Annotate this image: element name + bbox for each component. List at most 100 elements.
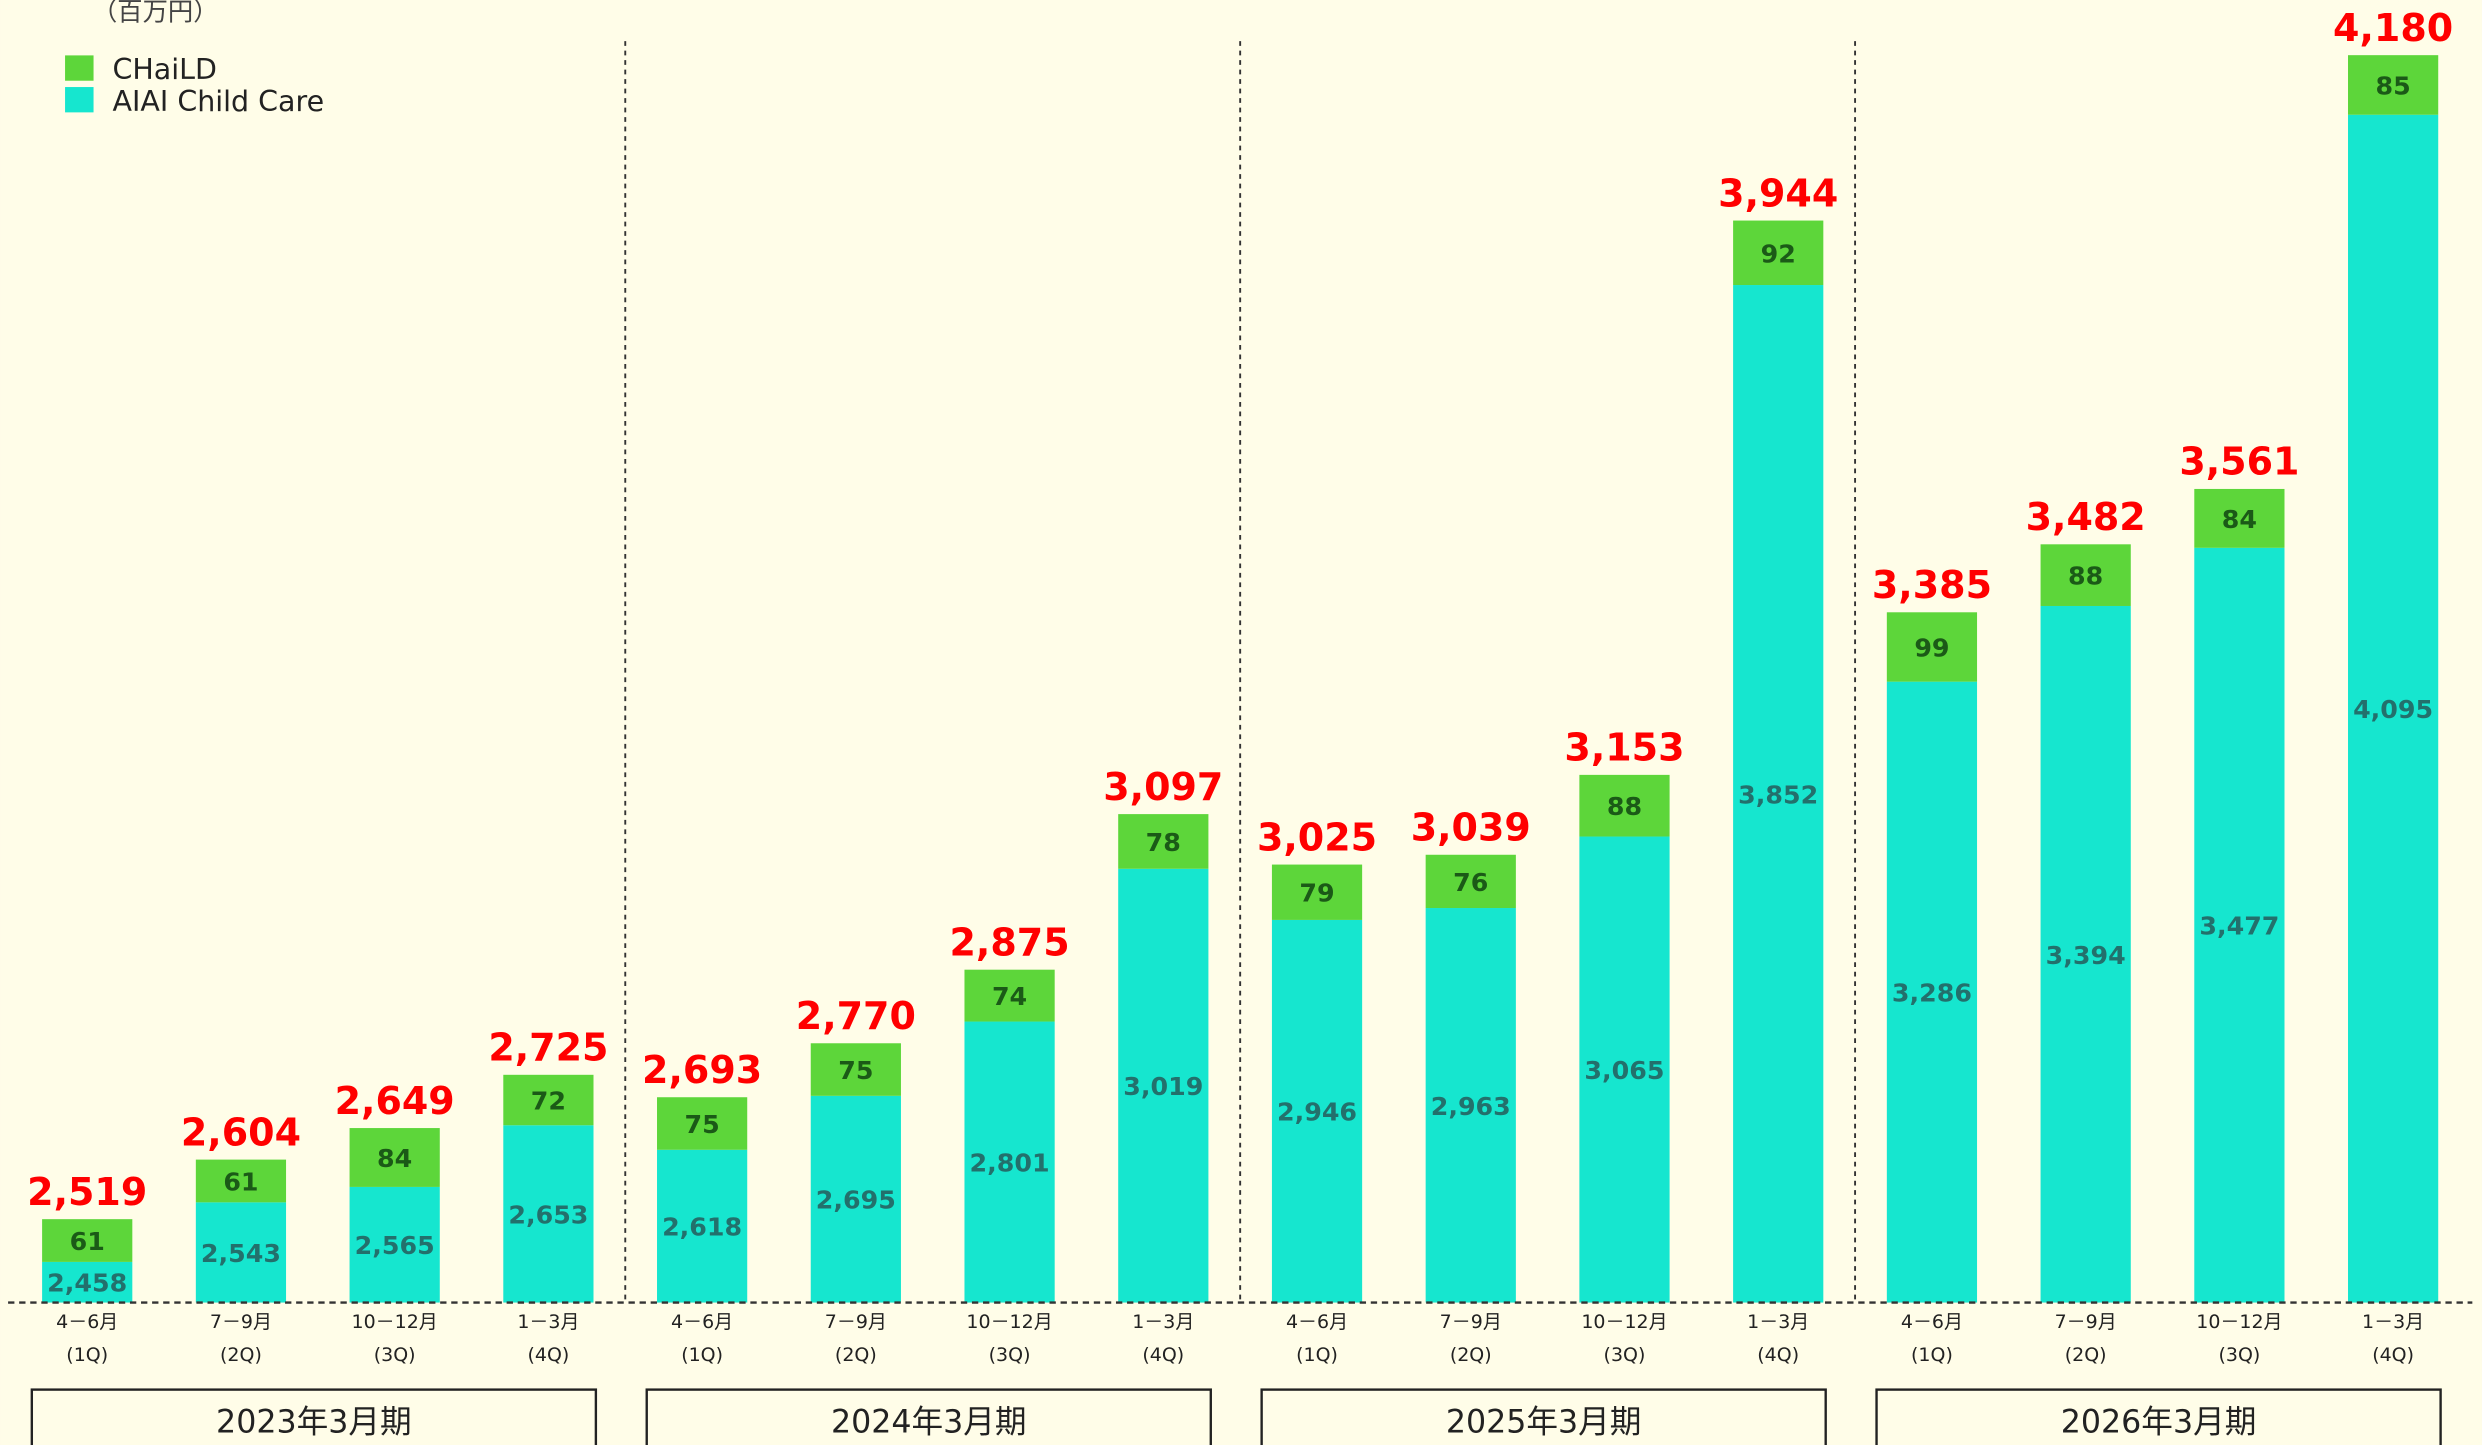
segment-label: 3,852 bbox=[1738, 779, 1818, 809]
bar-segment bbox=[1886, 612, 1978, 682]
bar-segment bbox=[1733, 220, 1824, 286]
unit-label: （百万円） bbox=[92, 0, 219, 27]
segment-label: 4,095 bbox=[2353, 694, 2433, 724]
bar-segment bbox=[657, 1149, 748, 1303]
segment-label: 92 bbox=[1761, 238, 1796, 268]
segment-label: 72 bbox=[531, 1086, 566, 1116]
bar-segment bbox=[810, 1095, 901, 1303]
x-tick-label: 7－9月(2Q) bbox=[1440, 1311, 1502, 1366]
segment-label: 61 bbox=[70, 1226, 105, 1256]
segment-label: 84 bbox=[2222, 504, 2257, 534]
bar-segment bbox=[195, 1159, 287, 1203]
legend-label: AIAI Child Care bbox=[113, 85, 325, 118]
group-label: 2025年3月期 bbox=[1446, 1404, 1642, 1440]
segment-label: 3,477 bbox=[2199, 911, 2279, 941]
legend-swatch bbox=[65, 87, 94, 113]
x-tick-label: 7－9月(2Q) bbox=[210, 1311, 272, 1366]
bar-segment bbox=[1425, 908, 1516, 1303]
total-label: 3,561 bbox=[2179, 440, 2299, 484]
x-tick-label: 1－3月(4Q) bbox=[517, 1311, 579, 1366]
segment-label: 88 bbox=[1607, 791, 1642, 821]
bar-segment bbox=[964, 969, 1055, 1022]
legend-label: CHaiLD bbox=[113, 53, 217, 86]
segment-label: 3,394 bbox=[2046, 940, 2126, 970]
bar-segment bbox=[2040, 544, 2131, 606]
total-label: 2,875 bbox=[950, 920, 1070, 964]
segment-label: 2,565 bbox=[355, 1230, 435, 1260]
bar-segment bbox=[1271, 919, 1363, 1303]
segment-label: 2,543 bbox=[201, 1238, 281, 1268]
segment-label: 2,618 bbox=[662, 1212, 742, 1242]
segment-label: 3,065 bbox=[1584, 1055, 1664, 1085]
bar-segment bbox=[1579, 774, 1670, 837]
legend-swatch bbox=[65, 55, 94, 81]
segment-label: 74 bbox=[992, 981, 1027, 1011]
bar-segment bbox=[657, 1097, 748, 1150]
segment-label: 2,653 bbox=[508, 1199, 588, 1229]
bar-segment bbox=[349, 1186, 440, 1303]
total-label: 2,604 bbox=[181, 1110, 301, 1154]
bar-segment bbox=[1425, 854, 1516, 909]
bar-segment bbox=[349, 1128, 440, 1187]
x-tick-label: 4－6月(1Q) bbox=[671, 1311, 733, 1366]
total-label: 3,482 bbox=[2026, 495, 2146, 539]
segment-label: 78 bbox=[1146, 827, 1181, 857]
group-box bbox=[1875, 1388, 2442, 1445]
bar-segment bbox=[195, 1202, 287, 1303]
total-label: 2,725 bbox=[488, 1026, 608, 1070]
bar-segment bbox=[42, 1219, 133, 1262]
group-box bbox=[30, 1388, 598, 1445]
total-label: 2,770 bbox=[796, 994, 916, 1038]
segment-label: 88 bbox=[2068, 561, 2103, 591]
group-label: 2024年3月期 bbox=[831, 1404, 1027, 1440]
total-label: 3,385 bbox=[1872, 563, 1992, 607]
group-label: 2023年3月期 bbox=[216, 1404, 412, 1440]
segment-label: 61 bbox=[223, 1166, 258, 1196]
group-box bbox=[1260, 1388, 1827, 1445]
bar-segment bbox=[1118, 814, 1209, 869]
bar-segment bbox=[2194, 547, 2285, 1303]
bar-segment bbox=[2040, 605, 2131, 1303]
x-tick-label: 7－9月(2Q) bbox=[2055, 1311, 2117, 1366]
segment-label: 79 bbox=[1299, 878, 1334, 908]
segment-label: 3,286 bbox=[1892, 978, 1972, 1008]
bar-segment bbox=[964, 1021, 1055, 1303]
segment-label: 84 bbox=[377, 1143, 412, 1173]
bar-segment bbox=[2348, 114, 2439, 1303]
x-tick-label: 1－3月(4Q) bbox=[1132, 1311, 1194, 1366]
segment-label: 2,801 bbox=[970, 1148, 1050, 1178]
bar-segment bbox=[503, 1074, 594, 1126]
x-tick-label: 10－12月(3Q) bbox=[352, 1311, 438, 1366]
segment-label: 3,019 bbox=[1123, 1071, 1203, 1101]
total-label: 2,519 bbox=[27, 1170, 147, 1214]
segment-label: 76 bbox=[1453, 867, 1488, 897]
bar-segment bbox=[1579, 836, 1670, 1303]
bar-segment bbox=[503, 1125, 594, 1303]
bar-segment bbox=[1118, 868, 1209, 1303]
total-label: 3,039 bbox=[1411, 806, 1531, 850]
total-label: 2,693 bbox=[642, 1048, 762, 1092]
total-label: 3,097 bbox=[1103, 765, 1223, 809]
total-label: 3,025 bbox=[1257, 815, 1377, 859]
total-label: 2,649 bbox=[335, 1079, 455, 1123]
bar-segment bbox=[1886, 681, 1978, 1303]
bar-segment bbox=[1733, 285, 1824, 1303]
segment-label: 2,946 bbox=[1277, 1097, 1357, 1127]
bar-segment bbox=[1271, 864, 1363, 920]
x-tick-label: 1－3月(4Q) bbox=[1747, 1311, 1809, 1366]
segment-label: 2,458 bbox=[47, 1268, 127, 1298]
x-tick-label: 4－6月(1Q) bbox=[1901, 1311, 1963, 1366]
segment-label: 75 bbox=[685, 1109, 720, 1139]
x-tick-label: 10－12月(3Q) bbox=[2196, 1311, 2282, 1366]
group-label: 2026年3月期 bbox=[2061, 1404, 2257, 1440]
x-tick-label: 4－6月(1Q) bbox=[56, 1311, 118, 1366]
bar-segment bbox=[42, 1261, 133, 1303]
total-label: 3,944 bbox=[1718, 171, 1838, 215]
segment-label: 2,695 bbox=[816, 1185, 896, 1215]
segment-label: 75 bbox=[838, 1055, 873, 1085]
total-label: 3,153 bbox=[1564, 726, 1684, 770]
total-label: 4,180 bbox=[2333, 6, 2453, 50]
bar-segment bbox=[2194, 488, 2285, 548]
segment-label: 2,963 bbox=[1431, 1091, 1511, 1121]
